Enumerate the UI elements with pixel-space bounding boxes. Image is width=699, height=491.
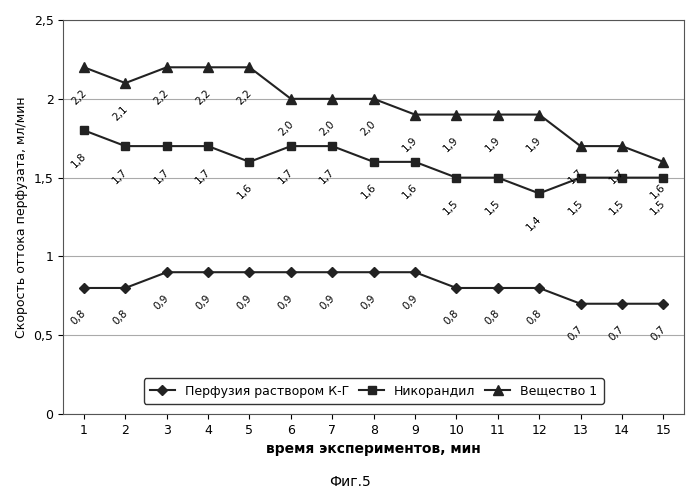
Legend: Перфузия раствором К-Г, Никорандил, Вещество 1: Перфузия раствором К-Г, Никорандил, Веще…: [143, 379, 604, 404]
Перфузия раствором К-Г: [121, 285, 129, 291]
Text: 0,8: 0,8: [525, 308, 543, 327]
Line: Вещество 1: Вещество 1: [79, 62, 668, 167]
Вещество 1: [370, 96, 378, 102]
Text: 1,5: 1,5: [442, 198, 461, 217]
Перфузия раствором К-Г: [80, 285, 88, 291]
Вещество 1: [80, 64, 88, 70]
Text: 0,9: 0,9: [318, 293, 336, 311]
Text: 1,6: 1,6: [401, 182, 419, 201]
Вещество 1: [452, 111, 461, 117]
Перфузия раствором К-Г: [163, 269, 171, 275]
Вещество 1: [287, 96, 295, 102]
Text: 0,9: 0,9: [276, 293, 295, 311]
Text: 1,7: 1,7: [566, 166, 585, 186]
Вещество 1: [204, 64, 212, 70]
Вещество 1: [577, 143, 585, 149]
Text: 0,9: 0,9: [401, 293, 419, 311]
Text: 1,9: 1,9: [483, 135, 502, 154]
Text: 2,0: 2,0: [318, 119, 336, 138]
Text: 0,8: 0,8: [69, 308, 88, 327]
Line: Никорандил: Никорандил: [80, 126, 668, 197]
Никорандил: [204, 143, 212, 149]
Text: 1,6: 1,6: [359, 182, 378, 201]
Вещество 1: [245, 64, 254, 70]
Перфузия раствором К-Г: [577, 301, 585, 307]
Text: 1,7: 1,7: [607, 166, 626, 186]
Text: 0,7: 0,7: [649, 324, 668, 343]
Перфузия раствором К-Г: [328, 269, 336, 275]
Вещество 1: [411, 111, 419, 117]
Перфузия раствором К-Г: [245, 269, 254, 275]
Перфузия раствором К-Г: [411, 269, 419, 275]
Text: 1,7: 1,7: [152, 166, 171, 186]
Text: 0,9: 0,9: [359, 293, 378, 311]
Перфузия раствором К-Г: [287, 269, 295, 275]
Перфузия раствором К-Г: [370, 269, 378, 275]
Вещество 1: [493, 111, 502, 117]
Никорандил: [328, 143, 336, 149]
Вещество 1: [618, 143, 626, 149]
Никорандил: [659, 175, 668, 181]
Перфузия раствором К-Г: [618, 301, 626, 307]
Text: 0,9: 0,9: [235, 293, 254, 311]
Никорандил: [493, 175, 502, 181]
Text: 1,7: 1,7: [276, 166, 295, 186]
Никорандил: [411, 159, 419, 165]
Вещество 1: [659, 159, 668, 165]
Text: 2,2: 2,2: [69, 88, 88, 107]
Text: 2,1: 2,1: [111, 104, 130, 122]
Text: 1,6: 1,6: [235, 182, 254, 201]
Text: 2,0: 2,0: [359, 119, 378, 138]
Никорандил: [287, 143, 295, 149]
Text: 0,8: 0,8: [442, 308, 461, 327]
Text: 1,5: 1,5: [566, 198, 585, 217]
Text: 1,4: 1,4: [525, 214, 544, 233]
Text: 1,9: 1,9: [525, 135, 544, 154]
Text: 1,6: 1,6: [649, 182, 668, 201]
Y-axis label: Скорость оттока перфузата, мл/мин: Скорость оттока перфузата, мл/мин: [15, 96, 28, 338]
Перфузия раствором К-Г: [493, 285, 502, 291]
Text: 1,5: 1,5: [649, 198, 668, 217]
Вещество 1: [163, 64, 171, 70]
Перфузия раствором К-Г: [659, 301, 668, 307]
Text: 0,7: 0,7: [607, 324, 626, 343]
Перфузия раствором К-Г: [452, 285, 461, 291]
Text: 2,2: 2,2: [194, 88, 212, 107]
Никорандил: [370, 159, 378, 165]
Text: 0,9: 0,9: [194, 293, 212, 311]
Перфузия раствором К-Г: [535, 285, 543, 291]
Перфузия раствором К-Г: [204, 269, 212, 275]
Text: 1,8: 1,8: [69, 151, 88, 170]
Никорандил: [163, 143, 171, 149]
Вещество 1: [328, 96, 336, 102]
Text: 1,9: 1,9: [442, 135, 461, 154]
Никорандил: [618, 175, 626, 181]
Text: 0,8: 0,8: [111, 308, 129, 327]
Text: 1,9: 1,9: [401, 135, 419, 154]
Никорандил: [452, 175, 461, 181]
Text: 1,5: 1,5: [483, 198, 502, 217]
Text: 2,0: 2,0: [276, 119, 295, 138]
Text: 1,7: 1,7: [194, 166, 212, 186]
Никорандил: [577, 175, 585, 181]
Text: 1,7: 1,7: [111, 166, 130, 186]
Никорандил: [80, 127, 88, 133]
Text: 1,7: 1,7: [318, 166, 337, 186]
Text: 0,8: 0,8: [483, 308, 502, 327]
Line: Перфузия раствором К-Г: Перфузия раствором К-Г: [80, 269, 667, 307]
Text: Фиг.5: Фиг.5: [329, 475, 370, 489]
Text: 0,9: 0,9: [152, 293, 171, 311]
Text: 2,2: 2,2: [152, 88, 171, 107]
Text: 0,7: 0,7: [566, 324, 585, 343]
Никорандил: [535, 191, 543, 196]
Text: 2,2: 2,2: [235, 88, 254, 107]
Никорандил: [121, 143, 129, 149]
Никорандил: [245, 159, 254, 165]
Вещество 1: [535, 111, 543, 117]
Text: 1,5: 1,5: [607, 198, 626, 217]
Вещество 1: [121, 80, 129, 86]
X-axis label: время экспериментов, мин: время экспериментов, мин: [266, 442, 481, 456]
